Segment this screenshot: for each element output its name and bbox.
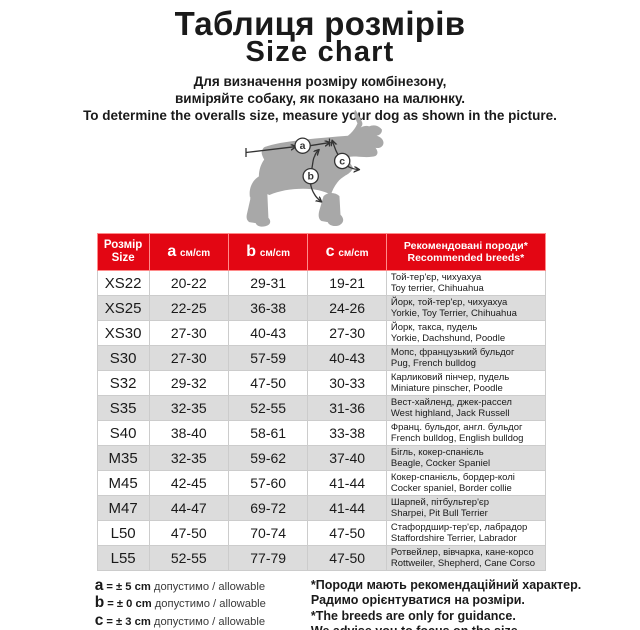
svg-text:c: c [339, 156, 345, 168]
svg-text:a: a [300, 140, 306, 152]
svg-text:b: b [307, 171, 313, 183]
